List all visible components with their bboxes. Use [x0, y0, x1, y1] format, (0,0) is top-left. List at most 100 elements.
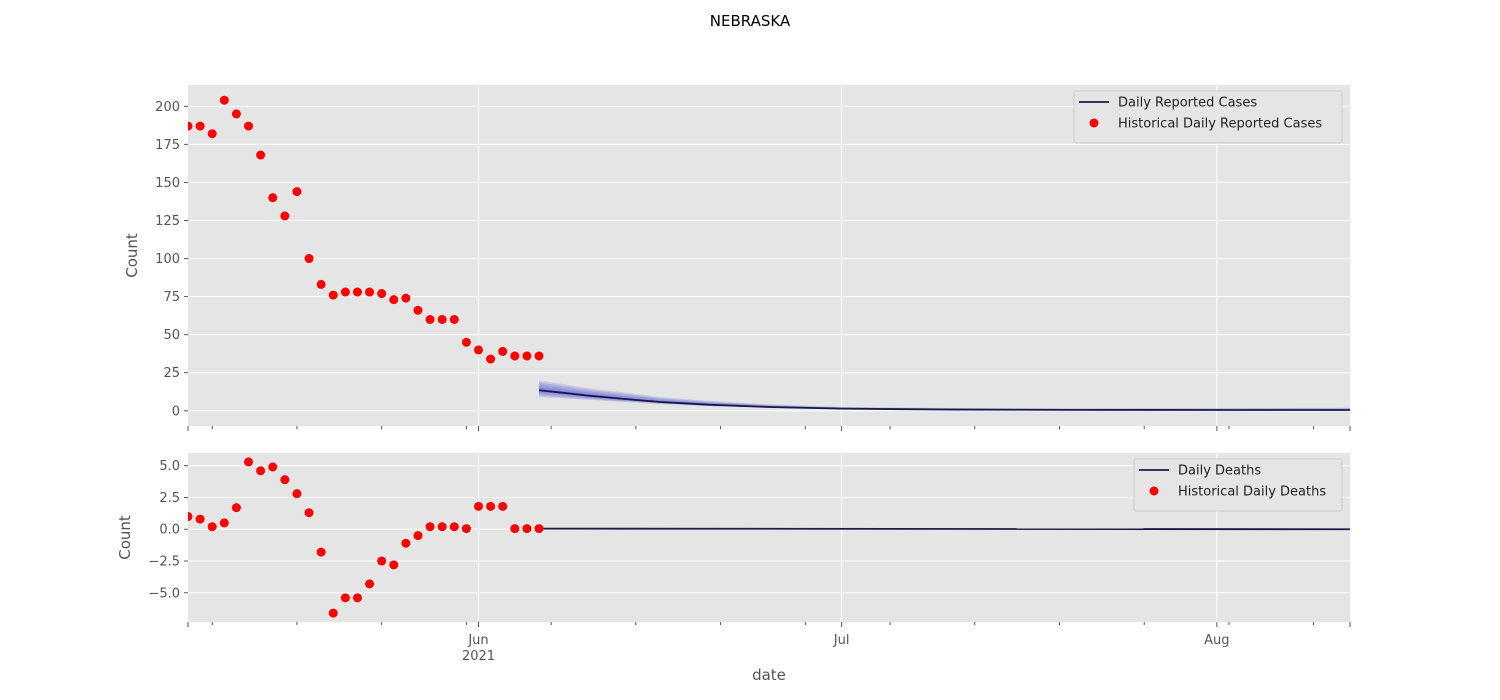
data-point — [188, 121, 193, 131]
data-point — [280, 211, 290, 221]
legend-marker-swatch — [1089, 118, 1099, 128]
data-point — [449, 314, 459, 324]
data-point — [340, 287, 350, 297]
data-point — [461, 524, 471, 534]
data-point — [437, 522, 447, 532]
data-point — [219, 518, 229, 528]
data-point — [510, 351, 520, 361]
data-point — [316, 547, 326, 557]
data-point — [195, 121, 205, 131]
data-point — [195, 514, 205, 524]
y-tick-label: 100 — [155, 252, 180, 267]
data-point — [474, 345, 483, 355]
data-point — [461, 337, 471, 347]
x-tick-sublabel: 2021 — [462, 649, 495, 664]
data-point — [188, 512, 193, 522]
data-point — [231, 503, 241, 513]
data-point — [510, 524, 520, 534]
data-point — [292, 187, 302, 197]
data-point — [316, 279, 326, 289]
data-point — [377, 289, 387, 299]
data-point — [244, 457, 254, 467]
series-line — [538, 389, 1350, 411]
y-tick-label: 0 — [172, 404, 180, 419]
data-point — [231, 109, 241, 119]
forecast-band — [539, 380, 1350, 411]
y-tick-label: 2.5 — [159, 491, 180, 506]
data-point — [486, 501, 496, 511]
y-tick-label: 25 — [163, 366, 180, 381]
data-point — [425, 314, 435, 324]
data-point — [304, 508, 314, 518]
y-tick-label: 150 — [155, 176, 180, 191]
legend-entry: Historical Daily Deaths — [1178, 485, 1326, 500]
y-tick-label: 175 — [155, 138, 180, 153]
x-tick-label: Jun — [467, 633, 488, 648]
data-point — [437, 314, 447, 324]
y-tick-label: 5.0 — [159, 459, 180, 474]
data-point — [365, 287, 375, 297]
data-point — [219, 95, 229, 105]
data-point — [328, 290, 338, 300]
legend-marker-swatch — [1149, 486, 1159, 496]
data-point — [534, 351, 544, 361]
legend-entry: Daily Deaths — [1178, 464, 1261, 479]
data-point — [328, 608, 338, 618]
y-tick-label: 125 — [155, 214, 180, 229]
data-point — [207, 129, 217, 139]
legend-entry: Historical Daily Reported Cases — [1118, 117, 1322, 132]
data-point — [304, 254, 314, 264]
data-point — [207, 522, 217, 532]
data-point — [268, 193, 278, 203]
plot-marks-2 — [188, 457, 1350, 618]
data-point — [256, 466, 266, 476]
y-tick-label: −5.0 — [148, 586, 180, 601]
legend-entry: Daily Reported Cases — [1118, 96, 1257, 111]
data-point — [389, 295, 399, 305]
chart-title: NEBRASKA — [710, 12, 791, 30]
data-point — [401, 293, 411, 303]
y-tick-label: −2.5 — [148, 555, 180, 570]
data-point — [498, 501, 508, 511]
data-point — [256, 150, 266, 160]
data-point — [474, 501, 483, 511]
data-point — [340, 593, 350, 603]
data-point — [268, 462, 278, 472]
panel-2: −5.0 −2.5 0.0 2.5 5.0 Count Daily Deaths Histor… — [116, 453, 1351, 664]
data-point — [498, 346, 508, 356]
plot-marks-1 — [188, 95, 1350, 411]
data-point — [413, 531, 423, 541]
data-point — [486, 354, 496, 364]
x-tick-label: Jul — [833, 633, 850, 648]
data-point — [401, 538, 411, 548]
y-tick-label: 200 — [155, 100, 180, 115]
y-tick-label: 0.0 — [159, 523, 180, 538]
y-tick-label: 50 — [163, 328, 180, 343]
legend-box — [1073, 90, 1343, 144]
data-point — [425, 522, 435, 532]
data-point — [280, 475, 290, 485]
data-point — [449, 522, 459, 532]
legend-1: Daily Reported Cases Historical Daily Rep… — [1073, 90, 1343, 144]
data-point — [244, 121, 254, 131]
y-axis-label: Count — [123, 233, 141, 278]
data-point — [377, 556, 387, 566]
legend-box — [1133, 458, 1343, 512]
data-point — [352, 593, 362, 603]
series-line — [539, 527, 1350, 531]
legend-2: Daily Deaths Historical Daily Deaths — [1133, 458, 1343, 512]
x-axis-label: date — [752, 666, 786, 684]
x-tick-label: Aug — [1204, 633, 1229, 648]
data-point — [365, 579, 375, 589]
y-tick-label: 75 — [163, 290, 180, 305]
data-point — [352, 287, 362, 297]
data-point — [534, 524, 544, 534]
panel-1: 0 25 50 75 100 125 150 175 200 Count Daily Reporte… — [123, 85, 1351, 431]
data-point — [522, 351, 532, 361]
data-point — [389, 560, 399, 570]
data-point — [522, 524, 532, 534]
data-point — [292, 489, 302, 499]
data-point — [413, 305, 423, 315]
y-axis-label: Count — [116, 515, 134, 560]
